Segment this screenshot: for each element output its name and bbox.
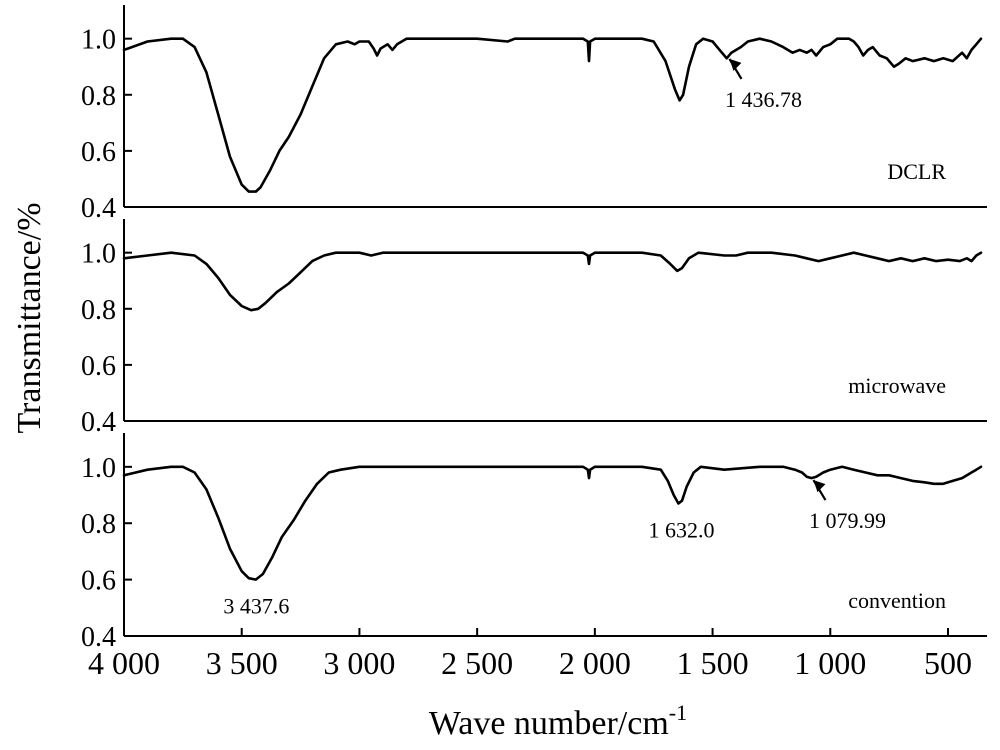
x-tick-label: 1 000 xyxy=(794,645,866,681)
y-tick-label: 0.6 xyxy=(81,566,116,597)
y-tick-label: 1.0 xyxy=(81,239,116,270)
annotation-label: 1 079.99 xyxy=(809,508,886,533)
x-axis-title-main: Wave number/cm xyxy=(429,705,669,742)
x-tick-label: 3 000 xyxy=(323,645,395,681)
x-tick-label: 2 500 xyxy=(441,645,513,681)
annotation-layer: DCLR microwave convention 1 436.78 3 437.6 1 … xyxy=(223,58,946,619)
panel-label-convention: convention xyxy=(848,588,946,613)
y-axis-title: Transmittance/% xyxy=(11,202,48,433)
annotation-arrowhead xyxy=(729,58,742,71)
y-tick-label: 0.4 xyxy=(81,193,116,224)
x-tick-label: 3 500 xyxy=(206,645,278,681)
traces-layer xyxy=(122,37,983,581)
y-tick-label: 0.8 xyxy=(81,81,116,112)
panel-label-microwave: microwave xyxy=(848,373,946,398)
x-tick-label: 4 000 xyxy=(88,645,160,681)
y-tick-label: 0.8 xyxy=(81,509,116,540)
x-axis-title: Wave number/cm-1 xyxy=(429,700,687,742)
axes-layer: 0.4 0.6 0.8 1.0 0.4 0.6 0.8 1.0 0.4 0.6 0.8 1.0 4 00… xyxy=(81,5,987,681)
y-tick-label: 0.6 xyxy=(81,137,116,168)
y-tick-label: 0.8 xyxy=(81,295,116,326)
series-line-convention xyxy=(122,465,983,581)
x-tick-label: 2 000 xyxy=(559,645,631,681)
y-tick-label: 0.4 xyxy=(81,407,116,438)
annotation-label: 3 437.6 xyxy=(223,594,289,619)
y-tick-label: 0.6 xyxy=(81,351,116,382)
annotation-label: 1 632.0 xyxy=(648,517,714,542)
series-line-dclr xyxy=(122,37,983,193)
x-axis-title-superscript: -1 xyxy=(669,700,687,725)
y-tick-label: 0.4 xyxy=(81,622,116,653)
y-tick-label: 1.0 xyxy=(81,25,116,56)
series-line-microwave xyxy=(122,251,983,312)
annotation-label: 1 436.78 xyxy=(725,87,802,112)
x-tick-label: 1 500 xyxy=(677,645,749,681)
panel-label-dclr: DCLR xyxy=(887,159,946,184)
y-tick-label: 1.0 xyxy=(81,453,116,484)
x-tick-label: 500 xyxy=(924,645,972,681)
annotation-arrowhead xyxy=(813,480,826,493)
